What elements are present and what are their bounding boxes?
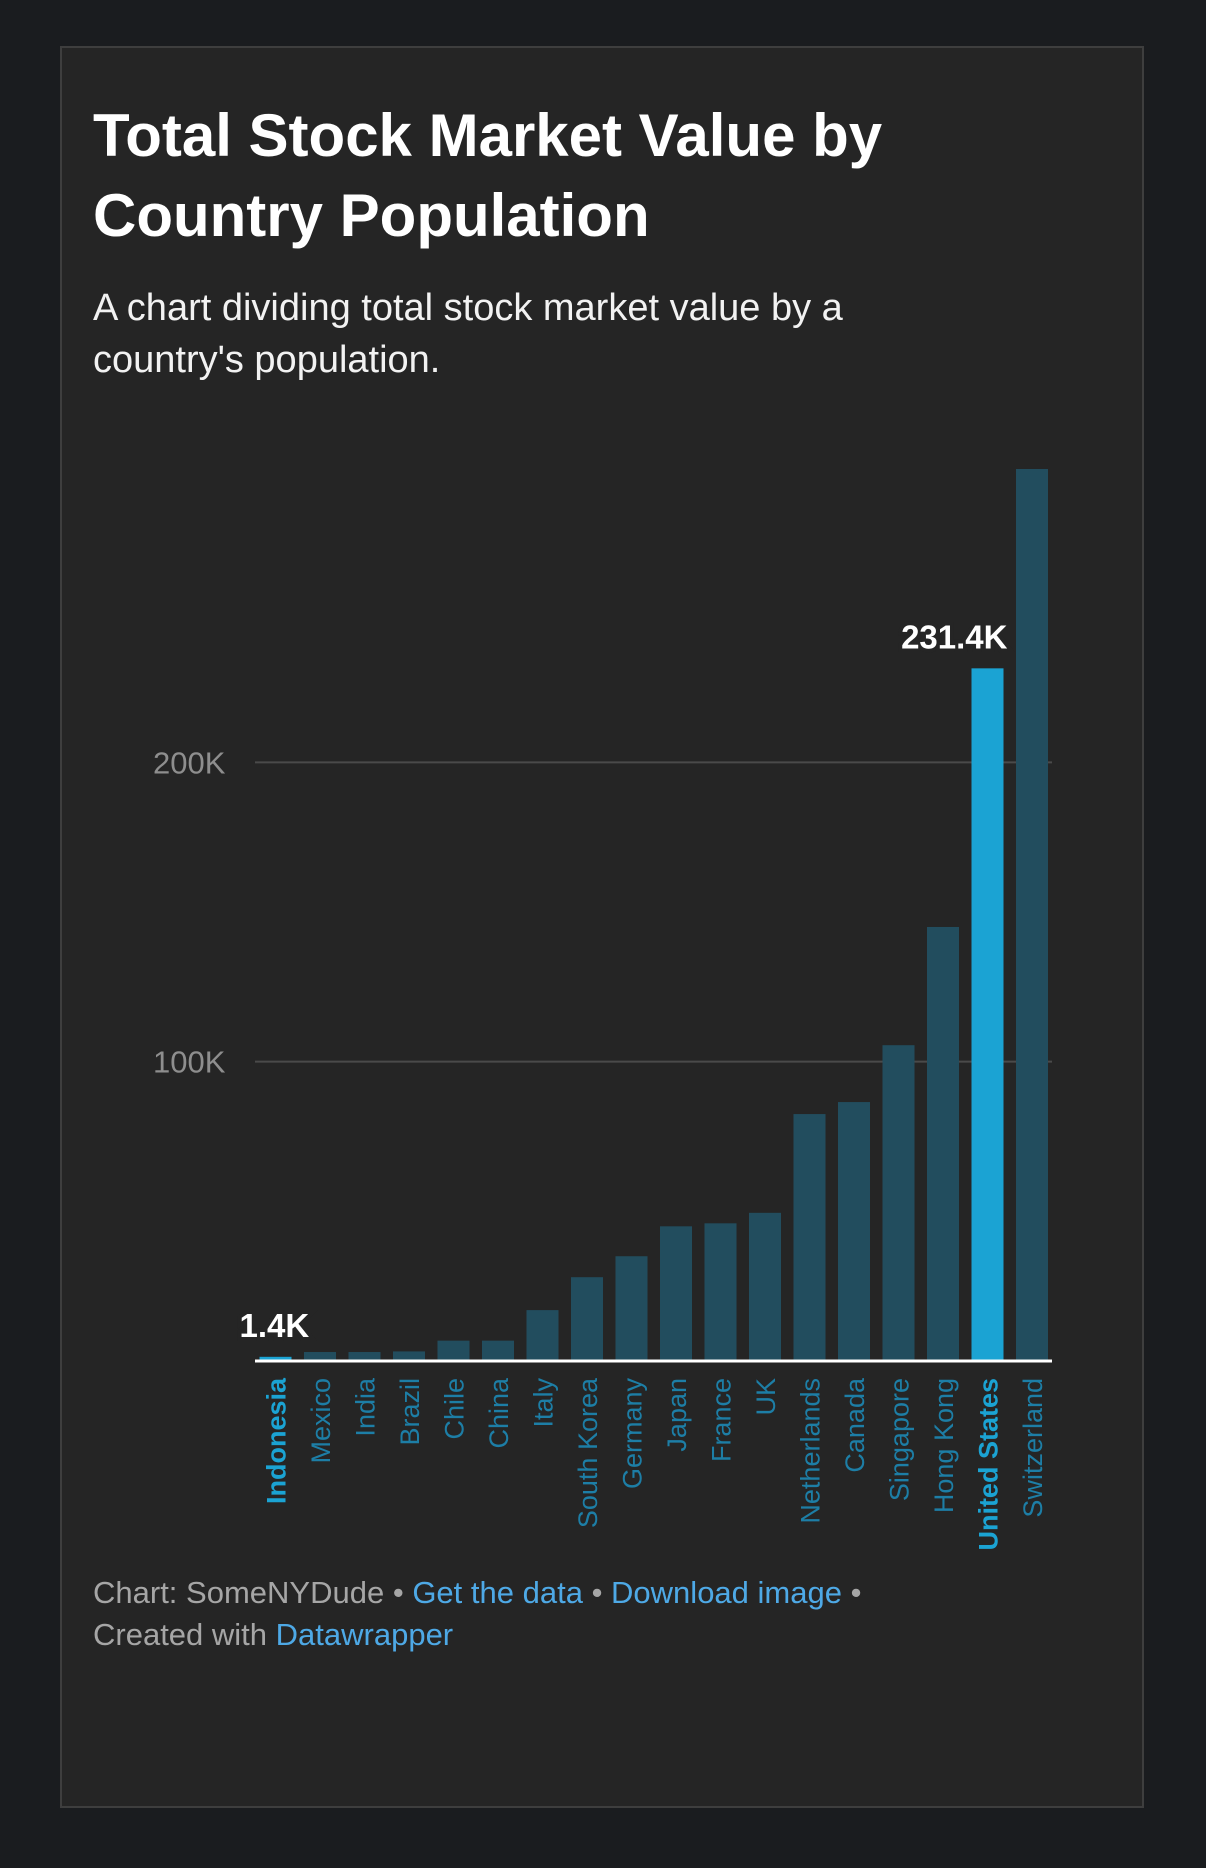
bar-singapore — [882, 1045, 915, 1361]
x-tick-label-netherlands: Netherlands — [796, 1378, 826, 1524]
x-tick-label-france: France — [707, 1378, 737, 1462]
x-tick-label-canada: Canada — [840, 1377, 870, 1473]
bar-united-states — [971, 668, 1004, 1361]
x-tick-label-south-korea: South Korea — [573, 1377, 603, 1528]
bar-italy — [526, 1310, 559, 1361]
get-data-link[interactable]: Get the data — [412, 1575, 583, 1610]
bar-brazil — [393, 1351, 425, 1361]
footer-separator: • — [392, 1575, 404, 1610]
x-tick-label-china: China — [484, 1377, 514, 1449]
x-tick-label-uk: UK — [751, 1378, 781, 1416]
footer-line-1: Chart: SomeNYDude • Get the data • Downl… — [93, 1572, 993, 1614]
x-tick-label-india: India — [351, 1377, 381, 1437]
created-prefix: Created with — [93, 1617, 268, 1652]
bar-japan — [660, 1226, 692, 1361]
bar-uk — [749, 1212, 781, 1361]
x-tick-label-hong-kong: Hong Kong — [929, 1378, 959, 1513]
datawrapper-link[interactable]: Datawrapper — [275, 1617, 454, 1652]
bar-germany — [615, 1256, 648, 1361]
source-prefix: Chart: — [93, 1575, 178, 1610]
x-tick-label-brazil: Brazil — [395, 1378, 425, 1446]
data-label-indonesia: 1.4K — [240, 1307, 310, 1344]
chart-footer: Chart: SomeNYDude • Get the data • Downl… — [93, 1572, 993, 1656]
source-name: SomeNYDude — [186, 1575, 385, 1610]
x-tick-label-united-states: United States — [974, 1378, 1004, 1551]
y-tick-label-100k: 100K — [153, 1045, 226, 1080]
bar-switzerland — [1016, 468, 1048, 1361]
bar-mexico — [304, 1352, 336, 1361]
bar-canada — [838, 1102, 870, 1361]
bar-india — [348, 1352, 381, 1361]
bar-indonesia — [259, 1356, 292, 1361]
x-tick-label-switzerland: Switzerland — [1018, 1378, 1048, 1518]
footer-separator: • — [850, 1575, 862, 1610]
bar-hong-kong — [927, 926, 959, 1361]
chart-title: Total Stock Market Value by Country Popu… — [93, 102, 883, 249]
bar-netherlands — [793, 1114, 826, 1361]
x-tick-label-italy: Italy — [529, 1378, 559, 1428]
footer-line-2: Created with Datawrapper — [93, 1614, 993, 1656]
bar-france — [704, 1223, 737, 1361]
data-label-united-states: 231.4K — [901, 618, 1008, 655]
x-tick-label-mexico: Mexico — [306, 1378, 336, 1464]
x-tick-label-chile: Chile — [440, 1378, 470, 1440]
x-tick-label-japan: Japan — [662, 1378, 692, 1452]
x-tick-label-indonesia: Indonesia — [262, 1377, 292, 1504]
footer-separator: • — [591, 1575, 603, 1610]
y-tick-label-200k: 200K — [153, 745, 226, 780]
bar-south-korea — [571, 1277, 603, 1361]
x-tick-label-germany: Germany — [618, 1378, 648, 1490]
download-image-link[interactable]: Download image — [611, 1575, 842, 1610]
x-tick-label-singapore: Singapore — [885, 1378, 915, 1501]
bar-chile — [437, 1340, 470, 1361]
chart-subtitle: A chart dividing total stock market valu… — [93, 287, 843, 381]
bar-china — [482, 1340, 514, 1361]
chart-card — [60, 46, 1144, 1808]
